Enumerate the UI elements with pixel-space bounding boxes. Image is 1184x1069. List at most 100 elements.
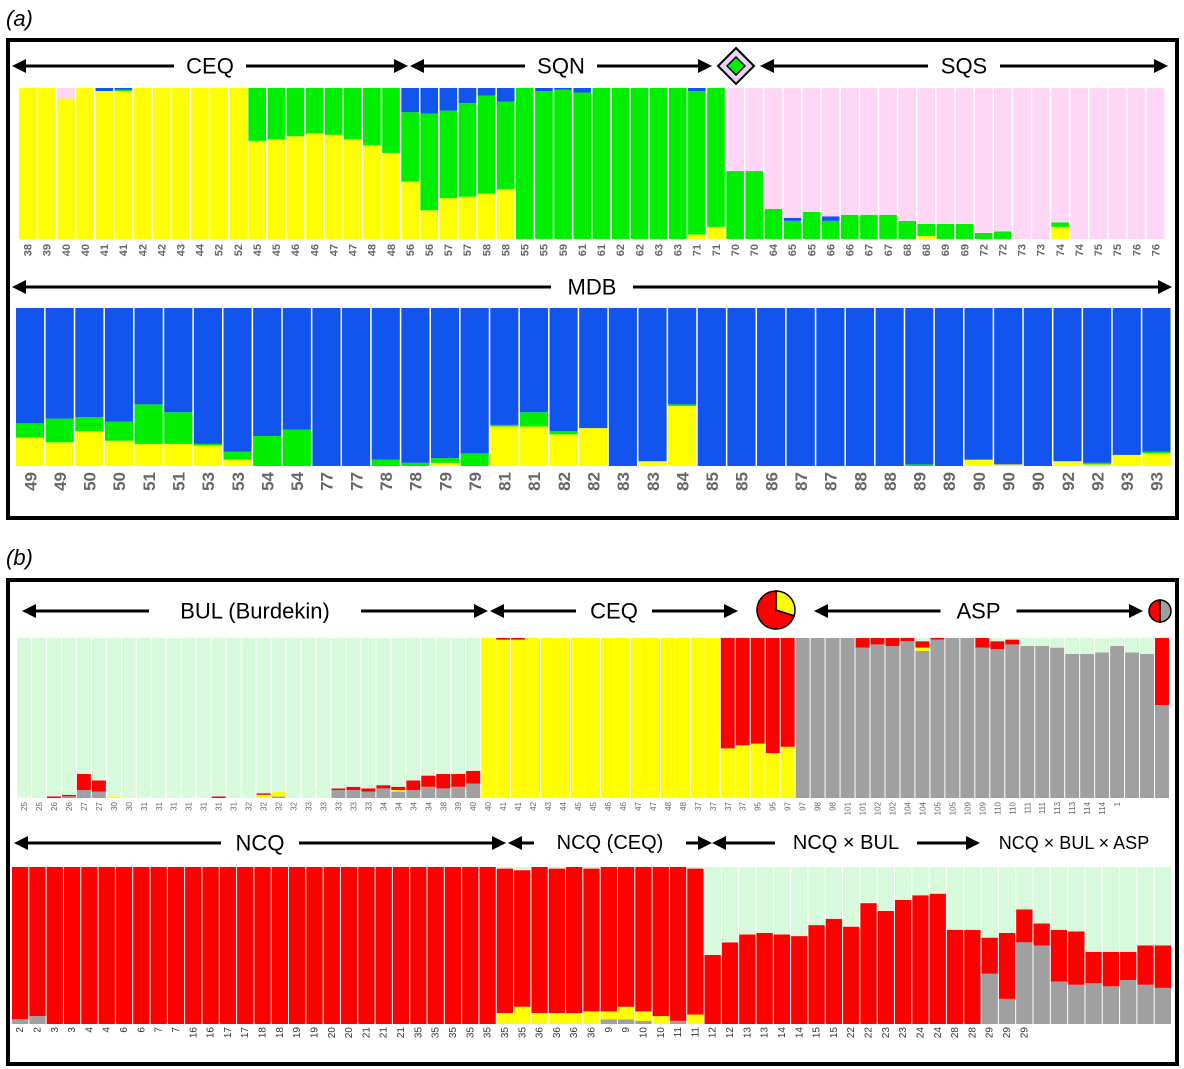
bar-segment-red — [548, 868, 566, 1014]
bar-segment-pale — [583, 867, 600, 869]
tick-label: 22 — [846, 1027, 857, 1039]
tick-label: 38 — [439, 801, 448, 810]
bar-segment-pale — [226, 638, 241, 798]
bar-segment-blue — [496, 88, 515, 102]
bar-segment-yellow — [750, 743, 765, 798]
section-label: ASP — [956, 599, 1000, 624]
tick-label: 44 — [195, 243, 207, 256]
bar-segment-green — [267, 88, 286, 140]
bar-segment-blue — [783, 217, 802, 221]
bar-segment-blue — [439, 88, 458, 111]
section-arrow: ASP — [814, 599, 1143, 624]
bar-segment-yellow — [439, 198, 458, 239]
bar-segment-yellow — [514, 1006, 531, 1024]
bar-segment-red — [704, 954, 721, 1024]
bar-segment-grey — [981, 973, 998, 1024]
tick-label: 78 — [407, 472, 426, 491]
tick-label: 95 — [754, 801, 763, 810]
tick-label: 45 — [589, 801, 598, 810]
bar-segment-red — [600, 867, 617, 1012]
tick-label: 31 — [155, 801, 164, 810]
bar-segment-green — [573, 92, 591, 239]
bar-segment-blue — [1023, 308, 1052, 466]
bar-segment-red — [825, 918, 843, 1024]
bar-segment-grey — [1140, 654, 1155, 798]
tick-label: 14 — [777, 1027, 788, 1039]
tick-label: 48 — [386, 244, 398, 256]
tick-label: 87 — [822, 472, 841, 491]
bar-segment-pink — [1146, 88, 1165, 239]
bar-segment-blue — [688, 88, 706, 92]
bar-segment-red — [451, 774, 466, 787]
pie-ceq-icon — [756, 590, 796, 630]
bar-segment-green — [401, 112, 419, 182]
bar-segment-green — [519, 412, 549, 427]
tick-label: 71 — [711, 244, 723, 256]
bar-segment-yellow — [430, 462, 460, 466]
bar-segment-pink — [57, 88, 75, 99]
bar-segment-pale — [391, 638, 406, 787]
section-arrow: CEQ — [490, 599, 738, 624]
bar-segment-green — [821, 220, 840, 239]
tick-label: 13 — [742, 1027, 753, 1039]
tick-label: 65 — [787, 244, 799, 256]
bar-segment-green — [223, 451, 252, 460]
bar-segment-blue — [964, 308, 993, 460]
tick-label: 35 — [483, 1027, 494, 1039]
bar-segment-pale — [739, 867, 756, 935]
bar-segment-yellow — [134, 443, 163, 466]
bar-segment-green — [16, 423, 45, 438]
section-label: CEQ — [186, 54, 234, 79]
bar-segment-blue — [638, 308, 667, 462]
bar-segment-pale — [376, 638, 391, 786]
bar-segment-blue — [223, 308, 252, 452]
bar-segment-grey — [451, 786, 466, 798]
bar-segment-yellow — [76, 88, 94, 239]
tick-label: 54 — [258, 471, 277, 490]
tick-label: 49 — [21, 472, 40, 491]
bar-segment-pale — [1085, 867, 1102, 952]
bar-segment-green — [745, 171, 764, 239]
section-label: CEQ — [590, 599, 638, 624]
tick-label: 16 — [206, 1027, 217, 1039]
tick-label: 40 — [469, 801, 478, 810]
bar-segment-pale — [929, 867, 946, 894]
tick-label: 78 — [377, 472, 396, 491]
bar-segment-yellow — [193, 445, 222, 466]
bar-segment-red — [219, 867, 237, 1024]
bar-segment-pale — [361, 638, 376, 789]
bar-segment-grey — [331, 790, 346, 798]
bar-segment-pale — [894, 867, 912, 900]
arrow-head-left — [760, 59, 774, 73]
tick-label: 35 — [465, 1027, 476, 1039]
tick-label: 33 — [319, 801, 328, 810]
bar-segment-yellow — [490, 426, 519, 466]
tick-label: 4 — [102, 1027, 113, 1033]
section-arrow: SQN — [410, 54, 712, 79]
symbols-layer — [716, 46, 1172, 630]
bar-segment-blue — [727, 308, 756, 466]
bar-segment-yellow — [267, 139, 286, 239]
bar-segment-pale — [466, 638, 481, 771]
bar-segment-red — [975, 638, 990, 648]
bar-segment-green — [439, 110, 458, 199]
bar-segment-yellow — [579, 428, 608, 466]
bar-segment-grey — [945, 638, 960, 798]
bar-segment-grey — [669, 1020, 687, 1024]
bar-segment-yellow — [586, 638, 600, 798]
bar-segment-red — [756, 932, 773, 1024]
bar-segment-grey — [635, 1020, 652, 1024]
section-label: NCQ × BUL × ASP — [999, 833, 1149, 853]
bar-segment-red — [444, 867, 462, 1024]
tick-label: 45 — [252, 244, 264, 256]
bar-segment-red — [375, 867, 392, 1024]
diamond-marker-icon — [716, 46, 756, 86]
bar-segment-pink — [841, 88, 859, 215]
tick-label: 12 — [725, 1027, 736, 1039]
tick-label: 72 — [978, 244, 990, 256]
tick-label: 6 — [136, 1027, 147, 1033]
bar-segment-red — [406, 780, 421, 790]
bar-segment-red — [479, 867, 496, 1024]
tick-label: 73 — [1036, 244, 1048, 256]
